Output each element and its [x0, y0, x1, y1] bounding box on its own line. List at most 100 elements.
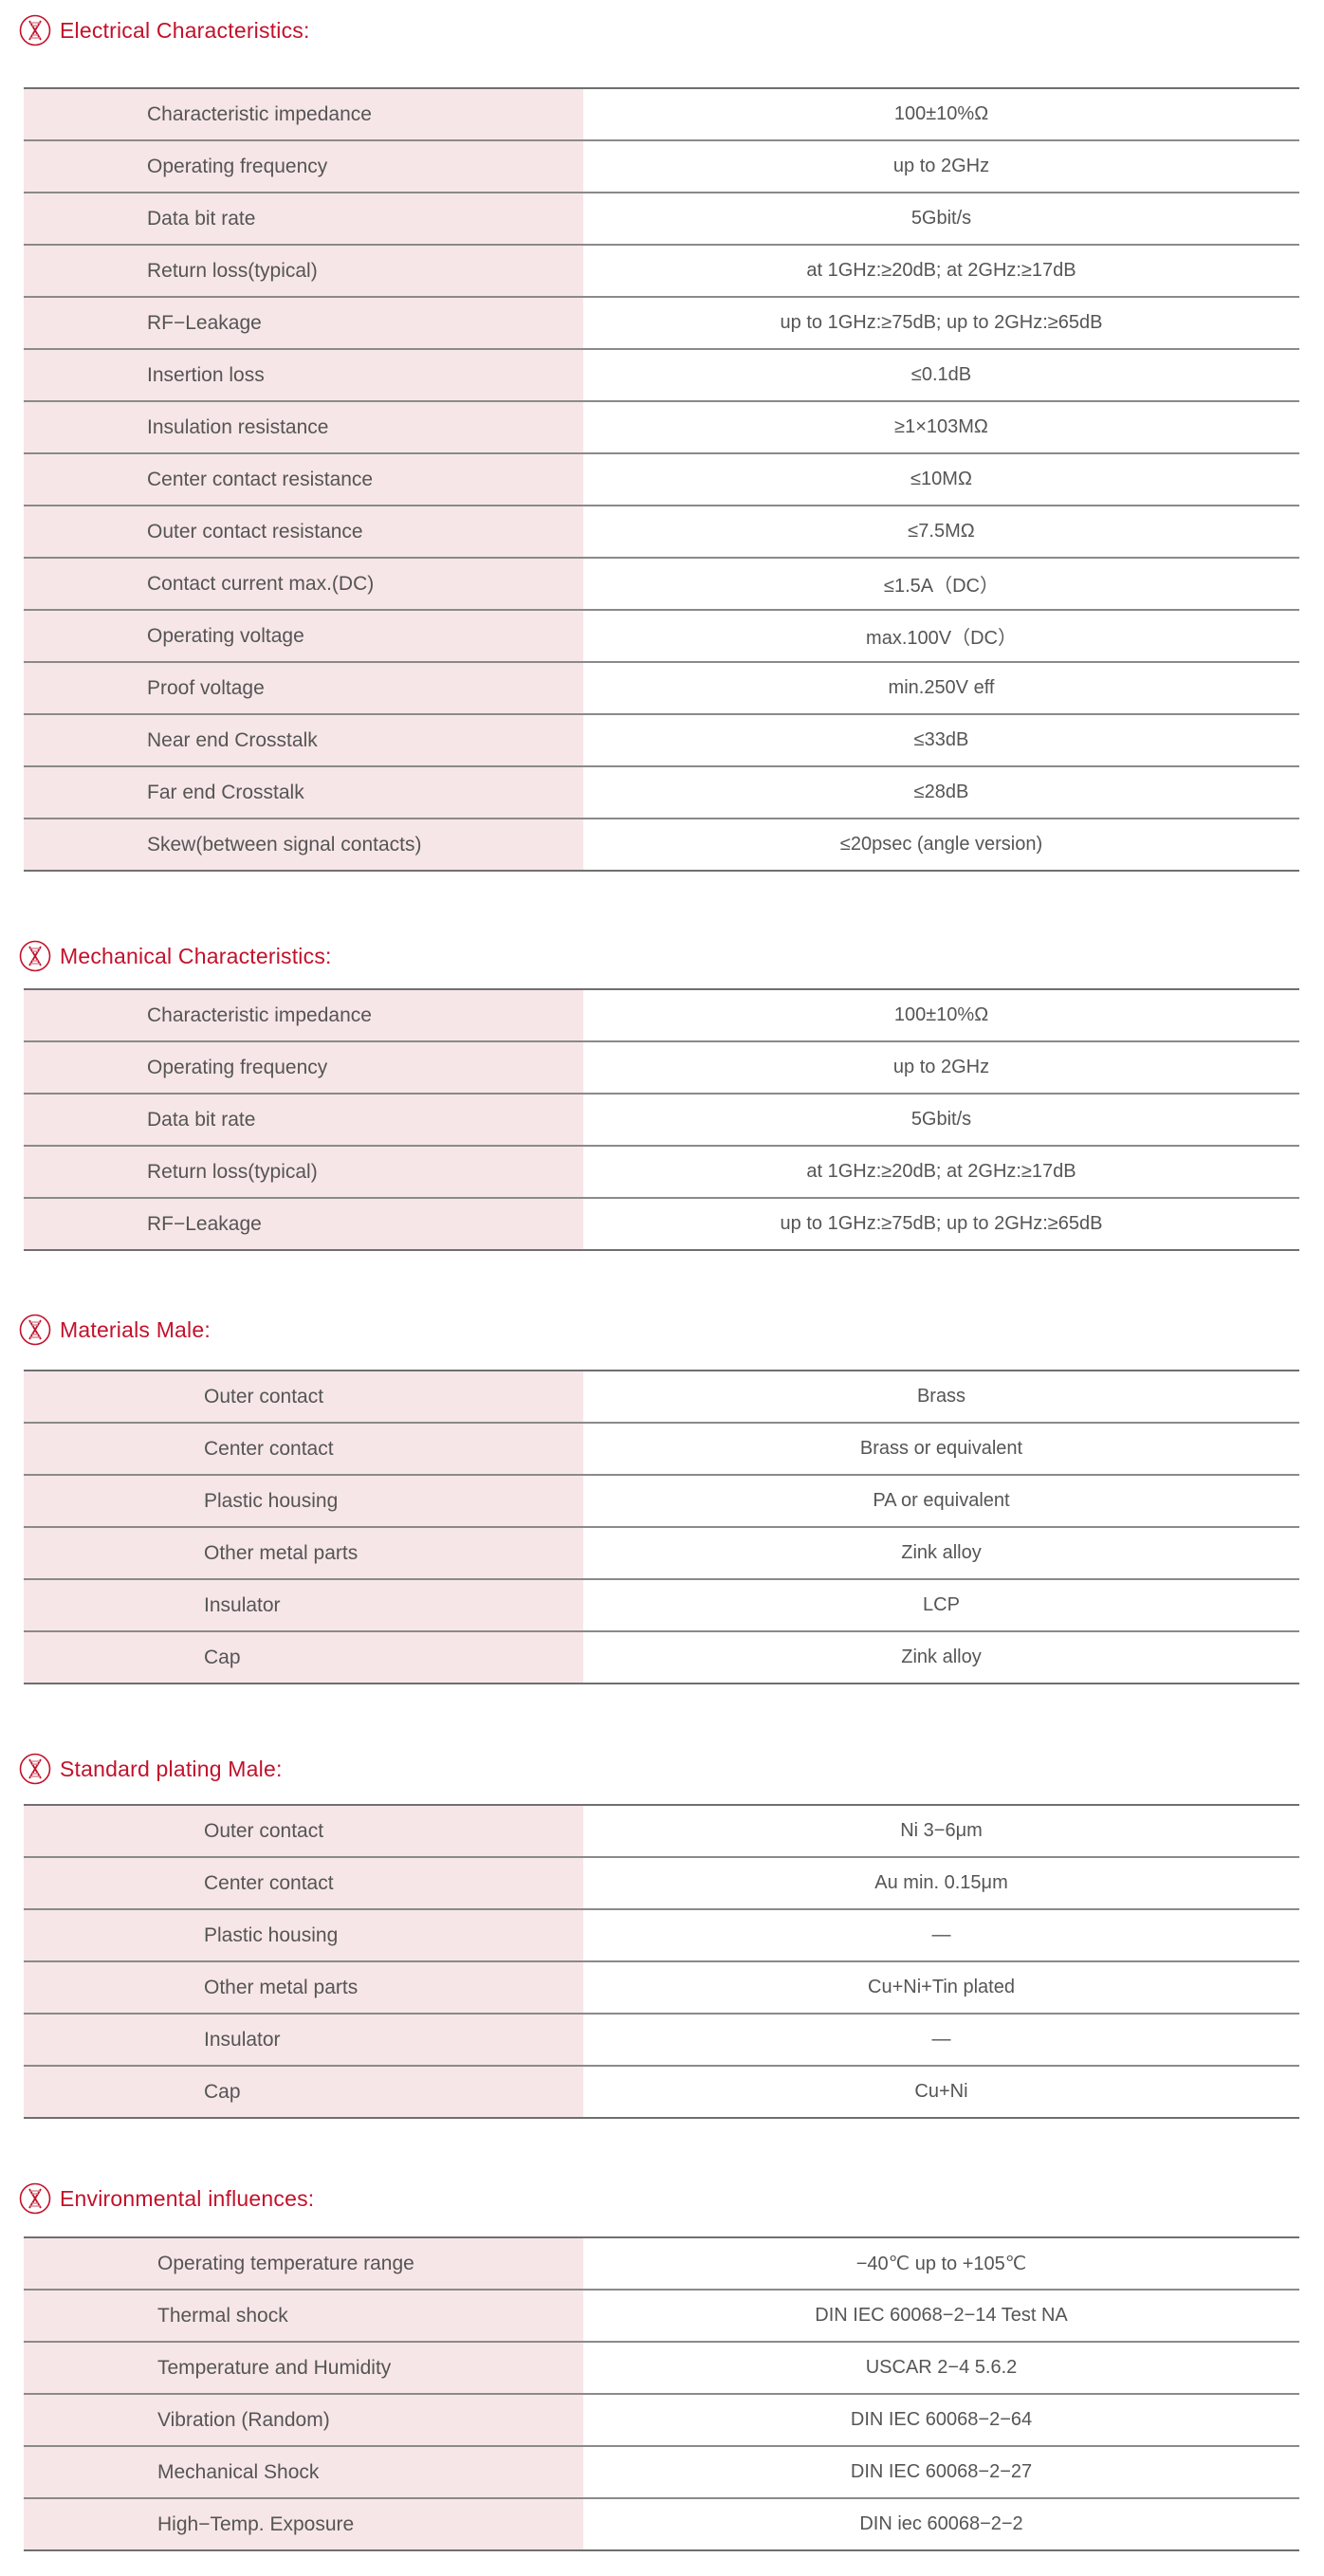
- table-row: Near end Crosstalk ≤33dB: [24, 715, 1299, 767]
- row-value: Cu+Ni+Tin plated: [868, 1977, 1015, 1997]
- row-label: Center contact: [24, 1858, 583, 1908]
- table-row: Operating temperature range −40℃ up to +1…: [24, 2238, 1299, 2291]
- row-value: at 1GHz:≥20dB; at 2GHz:≥17dB: [806, 1161, 1076, 1182]
- row-value: ≥1×103MΩ: [894, 416, 988, 437]
- table-row: Center contact resistance ≤10MΩ: [24, 454, 1299, 506]
- table-row: Return loss(typical) at 1GHz:≥20dB; at 2G…: [24, 246, 1299, 298]
- table-row: Operating frequency up to 2GHz: [24, 1042, 1299, 1095]
- row-label: Mechanical Shock: [24, 2447, 583, 2497]
- row-label: Data bit rate: [24, 1095, 583, 1145]
- table-row: Characteristic impedance 100±10%Ω: [24, 89, 1299, 141]
- row-label: Insertion loss: [24, 350, 583, 400]
- row-label: RF−Leakage: [24, 298, 583, 348]
- row-label: Outer contact: [24, 1806, 583, 1856]
- table-row: Outer contact resistance ≤7.5MΩ: [24, 506, 1299, 559]
- row-label: Thermal shock: [24, 2291, 583, 2341]
- row-label: Center contact: [24, 1424, 583, 1474]
- row-value: 5Gbit/s: [910, 208, 972, 229]
- row-value: ≤10MΩ: [910, 469, 972, 489]
- section-header: Mechanical Characteristics:: [19, 939, 332, 973]
- row-value: Zink alloy: [901, 1542, 982, 1563]
- row-value: ≤0.1dB: [910, 364, 972, 385]
- row-value: up to 1GHz:≥75dB; up to 2GHz:≥65dB: [780, 1213, 1103, 1234]
- row-value: −40℃ up to +105℃: [855, 2254, 1027, 2274]
- table-row: Mechanical Shock DIN IEC 60068−2−27: [24, 2447, 1299, 2499]
- row-label: Cap: [24, 1632, 583, 1683]
- row-label: Outer contact: [24, 1371, 583, 1422]
- table-row: Cap Zink alloy: [24, 1632, 1299, 1684]
- table-row: Temperature and Humidity USCAR 2−4 5.6.2: [24, 2343, 1299, 2395]
- dna-helix-circle-icon: [19, 1753, 60, 1785]
- row-value: DIN IEC 60068−2−64: [850, 2409, 1033, 2430]
- row-value: ≤7.5MΩ: [908, 521, 975, 542]
- table-row: Data bit rate 5Gbit/s: [24, 193, 1299, 246]
- row-label: Operating temperature range: [24, 2238, 583, 2289]
- dna-helix-circle-icon: [19, 1314, 60, 1346]
- table-row: Outer contact Ni 3−6μm: [24, 1806, 1299, 1858]
- row-label: Insulation resistance: [24, 402, 583, 452]
- table-row: RF−Leakage up to 1GHz:≥75dB; up to 2GHz:≥…: [24, 298, 1299, 350]
- table-row: Operating frequency up to 2GHz: [24, 141, 1299, 193]
- spec-table: Operating temperature range −40℃ up to +1…: [24, 2236, 1299, 2551]
- spec-table: Outer contact Ni 3−6μm Center contact Au mi…: [24, 1804, 1299, 2119]
- row-label: Characteristic impedance: [24, 89, 583, 139]
- row-value: max.100V（DC）: [866, 628, 1017, 649]
- row-value: 100±10%Ω: [893, 103, 989, 124]
- spec-table: Characteristic impedance 100±10%Ω Operatin…: [24, 988, 1299, 1251]
- row-value: up to 2GHz: [892, 156, 990, 176]
- table-row: Insulation resistance ≥1×103MΩ: [24, 402, 1299, 454]
- row-label: Temperature and Humidity: [24, 2343, 583, 2393]
- table-row: Center contact Au min. 0.15μm: [24, 1858, 1299, 1910]
- row-value: LCP: [923, 1594, 960, 1615]
- section-header: Standard plating Male:: [19, 1752, 283, 1786]
- table-row: Vibration (Random) DIN IEC 60068−2−64: [24, 2395, 1299, 2447]
- row-value: Brass: [916, 1386, 966, 1407]
- row-label: Skew(between signal contacts): [24, 819, 583, 870]
- row-value: ≤33dB: [913, 729, 969, 750]
- row-value: PA or equivalent: [873, 1490, 1010, 1511]
- table-row: Proof voltage min.250V eff: [24, 663, 1299, 715]
- dna-helix-circle-icon: [19, 2182, 60, 2215]
- row-label: Contact current max.(DC): [24, 559, 583, 609]
- row-value: DIN IEC 60068−2−27: [850, 2461, 1033, 2482]
- row-label: Plastic housing: [24, 1476, 583, 1526]
- row-value: Brass or equivalent: [859, 1438, 1023, 1459]
- table-row: Outer contact Brass: [24, 1371, 1299, 1424]
- table-row: Insertion loss ≤0.1dB: [24, 350, 1299, 402]
- table-row: High−Temp. Exposure DIN iec 60068−2−2: [24, 2499, 1299, 2551]
- dna-helix-circle-icon: [19, 14, 60, 46]
- row-value: DIN IEC 60068−2−14 Test NA: [815, 2305, 1068, 2326]
- row-label: Data bit rate: [24, 193, 583, 244]
- row-label: Plastic housing: [24, 1910, 583, 1960]
- section-title: Electrical Characteristics:: [60, 17, 310, 43]
- section-header: Environmental influences:: [19, 2181, 314, 2216]
- table-row: Return loss(typical) at 1GHz:≥20dB; at 2G…: [24, 1147, 1299, 1199]
- row-value: Ni 3−6μm: [900, 1820, 983, 1841]
- row-label: Far end Crosstalk: [24, 767, 583, 818]
- row-value: —: [931, 2029, 951, 2050]
- row-label: Near end Crosstalk: [24, 715, 583, 765]
- table-row: Skew(between signal contacts) ≤20psec (an…: [24, 819, 1299, 872]
- row-value: up to 2GHz: [892, 1057, 990, 1077]
- table-row: Center contact Brass or equivalent: [24, 1424, 1299, 1476]
- table-row: Contact current max.(DC) ≤1.5A（DC）: [24, 559, 1299, 611]
- row-label: Cap: [24, 2067, 583, 2117]
- row-label: RF−Leakage: [24, 1199, 583, 1249]
- section-title: Mechanical Characteristics:: [60, 943, 332, 968]
- table-row: Plastic housing PA or equivalent: [24, 1476, 1299, 1528]
- table-row: Plastic housing —: [24, 1910, 1299, 1962]
- section-title: Materials Male:: [60, 1316, 211, 1342]
- row-label: Operating frequency: [24, 141, 583, 192]
- row-label: Other metal parts: [24, 1962, 583, 2013]
- row-label: Return loss(typical): [24, 1147, 583, 1197]
- section-header: Materials Male:: [19, 1313, 211, 1347]
- row-value: Cu+Ni: [914, 2081, 968, 2102]
- dna-helix-circle-icon: [19, 940, 60, 972]
- table-row: Insulator LCP: [24, 1580, 1299, 1632]
- table-row: Insulator —: [24, 2015, 1299, 2067]
- row-label: Operating frequency: [24, 1042, 583, 1093]
- table-row: Data bit rate 5Gbit/s: [24, 1095, 1299, 1147]
- row-value: —: [931, 1924, 951, 1945]
- row-label: Other metal parts: [24, 1528, 583, 1578]
- row-value: 100±10%Ω: [893, 1004, 989, 1025]
